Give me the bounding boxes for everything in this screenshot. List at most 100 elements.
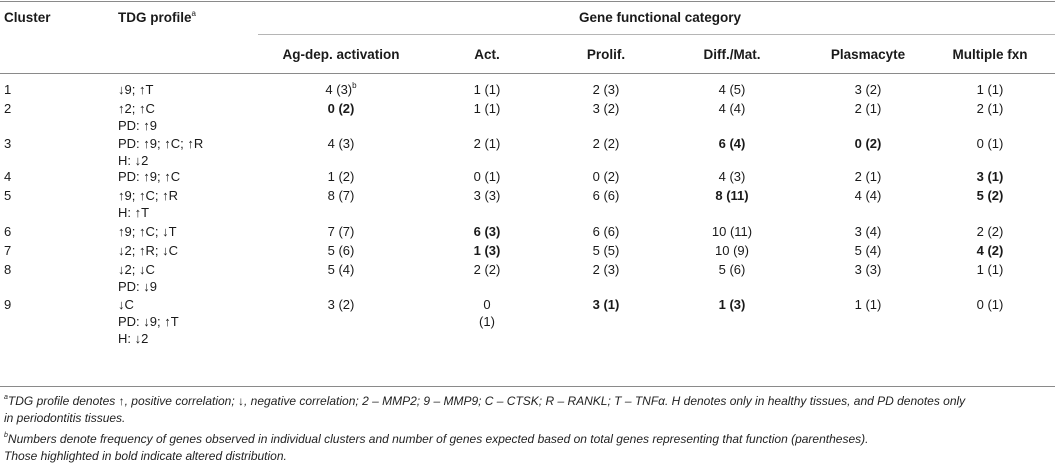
value-cell: 0 (1) — [977, 297, 1004, 313]
value-cell: 2 (3) — [593, 262, 620, 278]
value-cell: 0 (2) — [328, 101, 355, 117]
value-cell: 5 (4) — [328, 262, 355, 278]
value-text: 4 (3) — [327, 136, 355, 151]
column-header: Ag-dep. activation — [282, 47, 400, 62]
tdg-profile-line: PD: ↑9; ↑C — [118, 169, 181, 184]
footnote-a-cont: in periodontitis tissues. — [4, 411, 126, 425]
value-text: 6 (3) — [473, 224, 501, 239]
footnote-b-line-1: Numbers denote frequency of genes observ… — [7, 432, 869, 446]
value-text: 5 (2) — [976, 188, 1004, 203]
value-cell: 5 (6) — [328, 243, 355, 259]
value-cell: 2 (1) — [977, 101, 1004, 117]
cluster-cell: 3 — [4, 136, 12, 151]
cluster-cell: 1 — [4, 82, 12, 97]
value-text: 4 (3) — [718, 169, 746, 184]
value-text: 2 (1) — [854, 101, 882, 116]
value-text: 3 (1) — [976, 169, 1004, 184]
value-cell: 3 (2) — [328, 297, 355, 313]
footnote-a-line-1: TDG profile denotes ↑, positive correlat… — [7, 394, 966, 408]
value-cell: 1 (1) — [977, 82, 1004, 98]
value-text: 2 (1) — [854, 169, 882, 184]
tdg-profile-line: PD: ↑9; ↑C; ↑R — [118, 136, 204, 151]
column-header: Act. — [474, 47, 500, 62]
value-cell: 10 (11) — [712, 224, 752, 240]
value-cell: 3 (2) — [593, 101, 620, 117]
value-text: 2 (3) — [592, 82, 620, 97]
header-tdg-profile-text: TDG profile — [118, 10, 192, 25]
tdg-profile-line: PD: ↓9; ↑T — [118, 314, 179, 329]
value-text: 0 (1) — [976, 297, 1004, 312]
column-header: Multiple fxn — [952, 47, 1028, 62]
tdg-profile-line: PD: ↓9 — [118, 279, 158, 294]
value-cell: 8 (7) — [328, 188, 355, 204]
cluster-cell: 4 — [4, 169, 12, 184]
value-cell: 3 (3) — [474, 188, 501, 204]
cluster-cell: 5 — [4, 188, 12, 203]
value-cell-continued: (1) — [479, 314, 495, 329]
value-cell: 4 (3) — [719, 169, 746, 185]
value-text: 4 (3) — [325, 82, 353, 97]
value-cell: 3 (1) — [977, 169, 1004, 185]
value-text: 2 (3) — [592, 262, 620, 277]
value-text: 2 (2) — [592, 136, 620, 151]
value-text: 1 (1) — [854, 297, 882, 312]
value-text: 0 — [483, 297, 491, 312]
column-header: Diff./Mat. — [703, 47, 761, 62]
value-text: 1 (1) — [473, 101, 501, 116]
value-cell: 1 (1) — [977, 262, 1004, 278]
tdg-profile-line: H: ↓2 — [118, 331, 149, 346]
footnote-ref-a: a — [191, 8, 196, 18]
value-cell: 0 (2) — [855, 136, 882, 152]
value-text: 4 (4) — [854, 188, 882, 203]
header-cluster: Cluster — [4, 10, 51, 25]
value-cell: 8 (11) — [715, 188, 748, 204]
header-tdg-profile: TDG profilea — [118, 8, 196, 26]
value-cell: 0 (1) — [977, 136, 1004, 152]
tdg-profile-line: ↓2; ↓C — [118, 262, 155, 277]
footnote-b-marker: b — [4, 432, 8, 439]
value-cell: 2 (1) — [474, 136, 501, 152]
value-cell: 0 — [483, 297, 490, 313]
value-text: 2 (1) — [976, 101, 1004, 116]
value-cell: 7 (7) — [328, 224, 355, 240]
value-cell: 4 (4) — [855, 188, 882, 204]
value-cell: 5 (2) — [977, 188, 1004, 204]
footnote-ref-b: b — [352, 80, 357, 90]
value-text: 5 (6) — [327, 243, 355, 258]
column-header: Prolif. — [586, 47, 626, 62]
value-cell: 0 (2) — [593, 169, 620, 185]
value-text: 6 (4) — [718, 136, 746, 151]
value-cell: 2 (2) — [593, 136, 620, 152]
value-text: 3 (2) — [854, 82, 882, 97]
value-text: 0 (1) — [976, 136, 1004, 151]
value-text: 10 (9) — [715, 243, 749, 258]
value-cell: 5 (6) — [719, 262, 746, 278]
value-text: 4 (4) — [718, 101, 746, 116]
cluster-cell: 6 — [4, 224, 12, 239]
value-text: 5 (4) — [854, 243, 882, 258]
value-cell: 1 (2) — [328, 169, 355, 185]
value-cell: 2 (2) — [474, 262, 501, 278]
value-cell: 3 (2) — [855, 82, 882, 98]
value-cell: 6 (6) — [593, 224, 620, 240]
value-text: 5 (4) — [327, 262, 355, 277]
value-cell: 3 (4) — [855, 224, 882, 240]
value-text: 8 (11) — [715, 188, 749, 203]
value-text: 8 (7) — [327, 188, 355, 203]
value-text: 3 (1) — [592, 297, 620, 312]
column-header: Plasmacyte — [830, 47, 906, 62]
value-text: 1 (3) — [718, 297, 746, 312]
value-text: 6 (6) — [592, 188, 620, 203]
value-text: 4 (2) — [976, 243, 1004, 258]
value-cell: 10 (9) — [715, 243, 749, 259]
value-cell: 3 (1) — [593, 297, 620, 313]
value-cell: 1 (1) — [474, 101, 501, 117]
value-text: 0 (1) — [473, 169, 501, 184]
value-cell: 1 (1) — [855, 297, 882, 313]
footnote-a-marker: a — [4, 394, 8, 401]
value-text: 1 (2) — [327, 169, 355, 184]
table-top-rule — [0, 1, 1055, 2]
value-text: 2 (2) — [976, 224, 1004, 239]
group-header-rule — [258, 34, 1055, 35]
